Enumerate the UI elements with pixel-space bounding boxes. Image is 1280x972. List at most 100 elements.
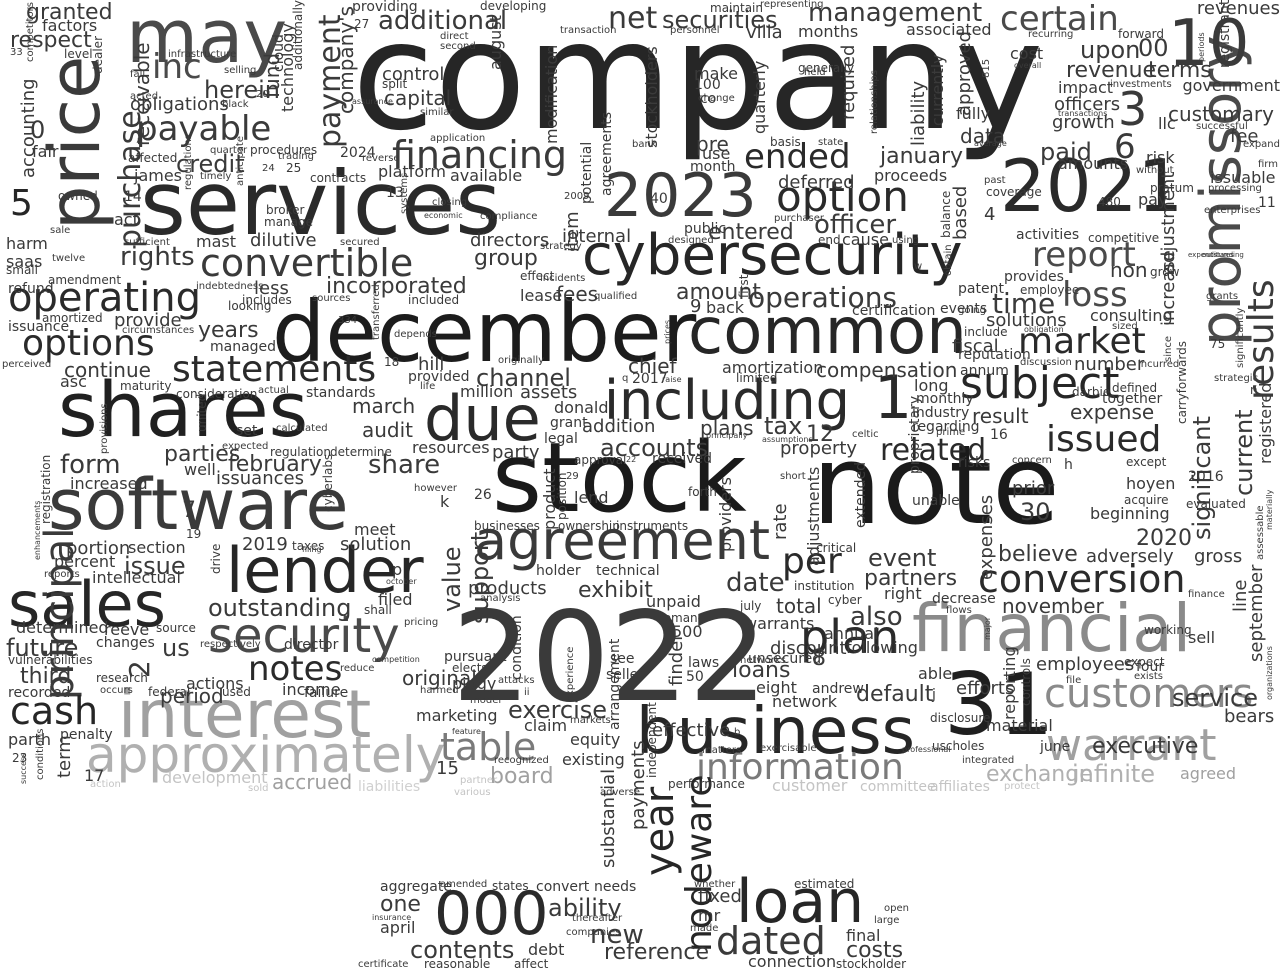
word: credit xyxy=(176,150,245,178)
word: property xyxy=(780,438,858,459)
word: existing xyxy=(562,750,625,769)
word: dilutive xyxy=(250,230,317,251)
word: harm xyxy=(6,234,48,253)
word: monthly xyxy=(916,391,974,407)
word: registered xyxy=(1256,382,1275,464)
word: exercisable xyxy=(760,743,817,754)
word: including xyxy=(604,369,850,432)
word: ended xyxy=(744,137,851,177)
word: ii xyxy=(524,687,530,698)
word: p xyxy=(392,560,403,579)
word: us xyxy=(162,634,190,662)
word: second xyxy=(440,41,476,52)
word: incidents xyxy=(540,273,586,284)
word: systems xyxy=(399,172,410,214)
word: common xyxy=(688,295,967,369)
word: first xyxy=(737,274,751,298)
word: claim xyxy=(524,716,568,735)
word: actions xyxy=(186,674,244,693)
word: products xyxy=(468,578,547,599)
word: acted xyxy=(130,91,159,102)
word: filing xyxy=(302,545,322,554)
word: amended xyxy=(440,879,488,890)
word: enhancements xyxy=(33,500,42,560)
word: believe xyxy=(998,542,1078,567)
word: owned xyxy=(58,189,98,203)
word: plan xyxy=(800,610,900,664)
word: channel xyxy=(476,364,571,392)
word: expense xyxy=(1070,400,1155,424)
word: finder xyxy=(666,633,687,686)
word: j xyxy=(932,687,936,703)
word: operations xyxy=(748,281,898,314)
word: july xyxy=(740,599,762,613)
word: share xyxy=(368,450,441,480)
word: selling xyxy=(224,65,257,76)
word: strategy xyxy=(540,241,582,252)
word: taxes xyxy=(292,539,325,553)
word: james xyxy=(134,166,183,185)
word: portion xyxy=(66,538,131,559)
word: dealer xyxy=(91,35,105,74)
word: entered xyxy=(708,220,794,245)
word: able xyxy=(918,664,953,683)
word: occurs xyxy=(100,685,133,696)
word: eight xyxy=(756,678,797,697)
word: 13 xyxy=(386,185,404,201)
word: bears xyxy=(1224,706,1275,727)
word: loss xyxy=(1062,275,1128,315)
word: 25 xyxy=(286,161,302,175)
word: herein xyxy=(204,76,280,104)
word: april xyxy=(380,918,416,937)
word: discount xyxy=(770,638,847,659)
word: perceived xyxy=(2,359,52,370)
word: reverse xyxy=(362,153,400,164)
word: held xyxy=(804,67,826,78)
word: 4 xyxy=(984,204,996,225)
word: feature xyxy=(452,727,481,736)
word: co xyxy=(700,91,717,107)
word: granted xyxy=(26,0,113,25)
word: 7 xyxy=(182,498,196,523)
word: agreed xyxy=(1180,764,1237,783)
word: markets xyxy=(570,715,611,726)
word: cost xyxy=(1010,44,1044,63)
word: obligations xyxy=(130,94,229,115)
word: 50 xyxy=(686,669,704,685)
word: grant xyxy=(550,415,588,431)
word: available xyxy=(450,166,523,185)
word: 18 xyxy=(384,355,400,369)
word: changes xyxy=(96,635,155,651)
word: actual xyxy=(258,385,289,396)
word: future xyxy=(6,634,79,662)
word: indebtedness xyxy=(196,281,264,292)
word: years xyxy=(198,318,259,343)
word: insurance xyxy=(372,913,412,922)
word: organizations xyxy=(1265,646,1274,700)
word: matters xyxy=(702,745,742,756)
word: equity xyxy=(570,730,621,749)
word: k xyxy=(440,492,450,511)
word: associated xyxy=(906,20,992,39)
word: partners xyxy=(864,566,958,591)
word: march xyxy=(352,394,416,418)
word: procedures xyxy=(250,143,318,157)
word: 2023 xyxy=(604,161,757,231)
word: strategic xyxy=(1214,373,1259,384)
word: warrant xyxy=(1046,720,1217,771)
word: unsecured xyxy=(748,651,822,667)
word: subject xyxy=(960,358,1120,409)
word: fully xyxy=(956,104,991,123)
word: use xyxy=(702,144,731,163)
word: firm xyxy=(1258,159,1278,170)
word: september xyxy=(1246,564,1267,662)
word: 29 xyxy=(566,471,579,482)
word: february xyxy=(228,452,322,477)
word: institution xyxy=(794,579,855,593)
word: additionally xyxy=(291,0,305,71)
word: compliance xyxy=(480,211,538,222)
word: sale xyxy=(50,225,71,236)
word: cyber xyxy=(828,593,862,607)
word: basis xyxy=(770,135,801,149)
